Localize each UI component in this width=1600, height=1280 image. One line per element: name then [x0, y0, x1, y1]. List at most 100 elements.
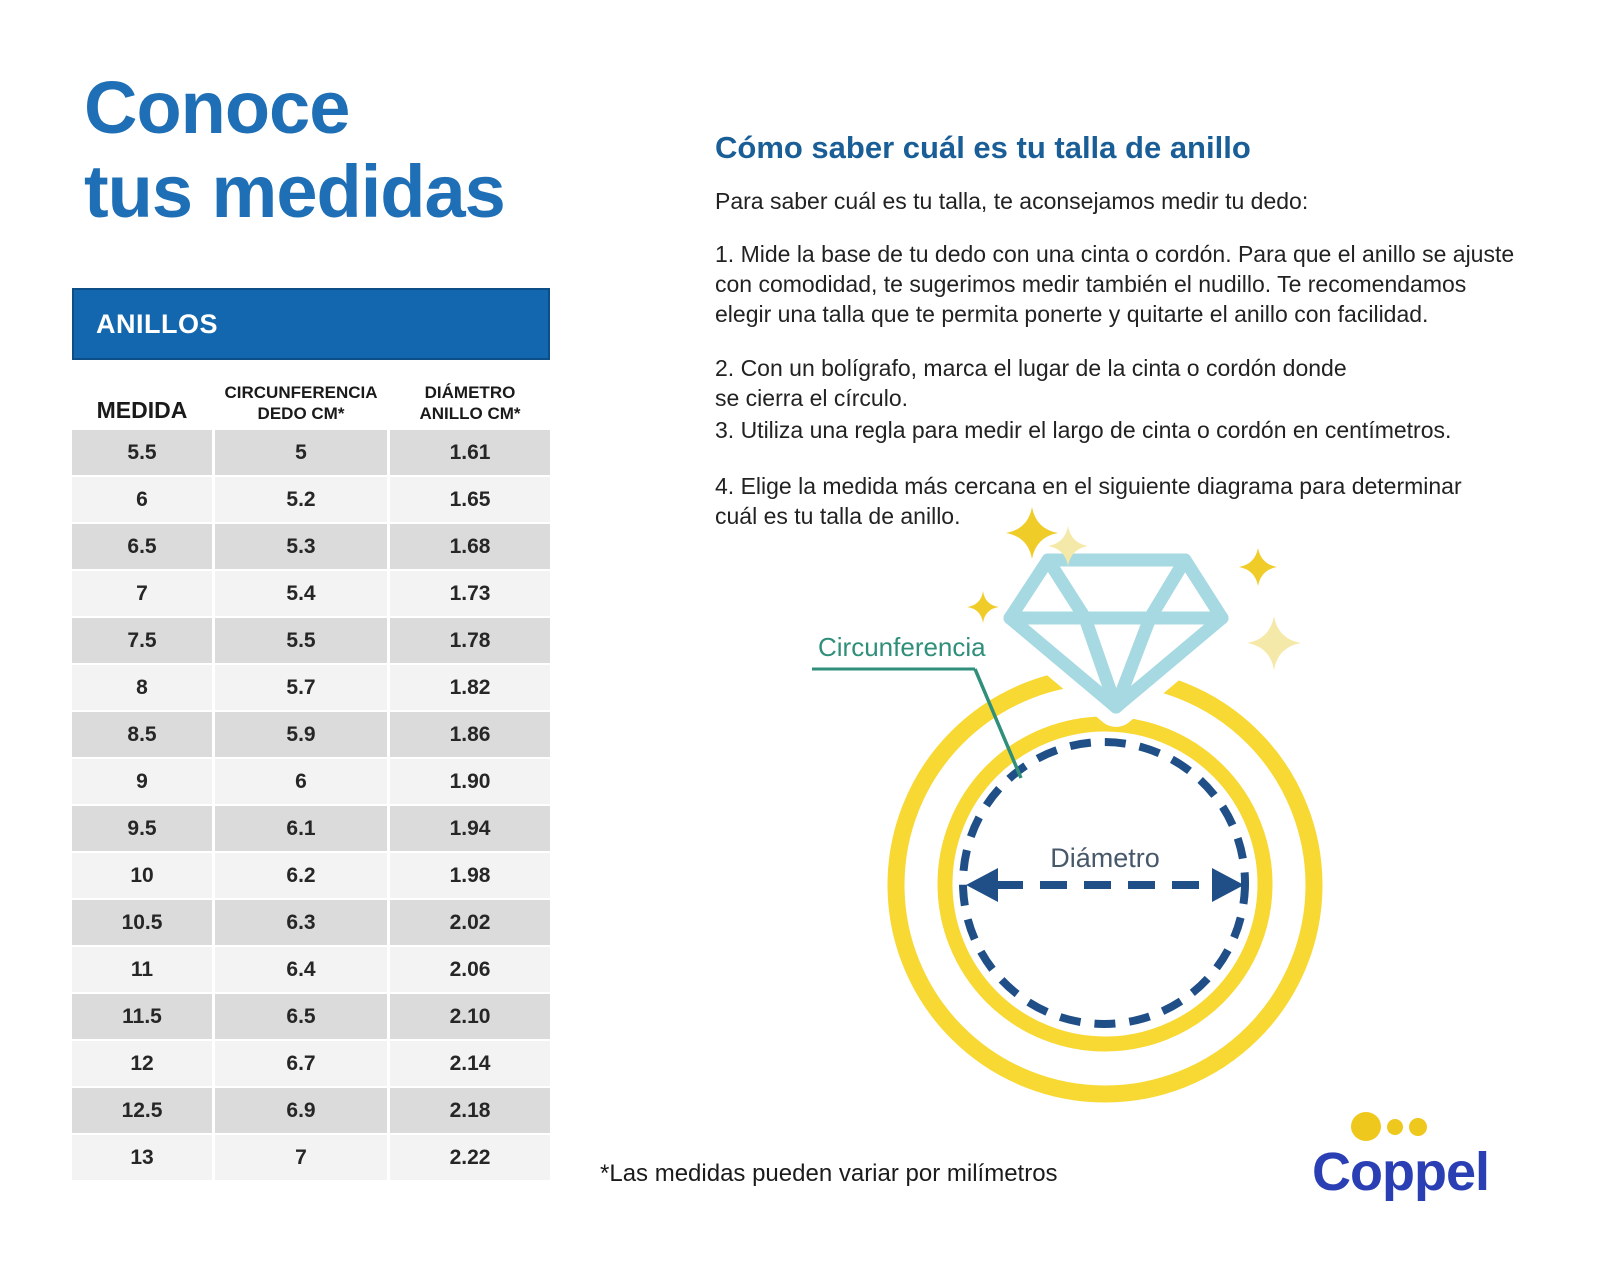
sparkle-icon	[967, 591, 999, 623]
table-cell: 6.5	[215, 994, 387, 1039]
table-cell: 6	[72, 477, 212, 522]
table-cell: 8.5	[72, 712, 212, 757]
table-cell: 11	[72, 947, 212, 992]
table-cell: 13	[72, 1135, 212, 1180]
table-cell: 6.2	[215, 853, 387, 898]
arrowhead-right	[1212, 868, 1244, 902]
table-cell: 6	[215, 759, 387, 804]
arrowhead-left	[966, 868, 998, 902]
step-1: 1. Mide la base de tu dedo con una cinta…	[715, 241, 1515, 327]
sparkle-icon	[1239, 548, 1277, 586]
table-cell: 1.90	[390, 759, 550, 804]
table-row: 11.5 6.5 2.10	[72, 994, 550, 1039]
diameter-label: Diámetro	[1050, 843, 1160, 873]
table-row: 9.5 6.1 1.94	[72, 806, 550, 851]
step-2: 2. Con un bolígrafo, marca el lugar de l…	[715, 355, 1347, 411]
table-row: 6 5.2 1.65	[72, 477, 550, 522]
table-body: 5.5 5 1.61 6 5.2 1.65 6.5 5.3 1.68 7 5.4 1.73 7.5 5.5…	[72, 430, 550, 1180]
sparkle-icon	[1006, 507, 1058, 559]
logo-dot-small-1	[1387, 1118, 1403, 1135]
table-cell: 1.65	[390, 477, 550, 522]
sparkle-icon	[1048, 526, 1088, 566]
step-4: 4. Elige la medida más cercana en el sig…	[715, 473, 1462, 529]
ring-size-table: ANILLOS MEDIDA CIRCUNFERENCIA DEDO CM* D…	[72, 288, 550, 1180]
diameter-callout: Diámetro	[966, 843, 1244, 902]
table-header-row: MEDIDA CIRCUNFERENCIA DEDO CM* DIÁMETRO …	[72, 362, 550, 428]
table-cell: 6.5	[72, 524, 212, 569]
table-cell: 5	[215, 430, 387, 475]
intro-text: Para saber cuál es tu talla, te aconseja…	[715, 188, 1309, 214]
coppel-logo: Coppel	[1312, 1100, 1532, 1203]
table-cell: 1.98	[390, 853, 550, 898]
table-cell: 5.2	[215, 477, 387, 522]
table-cell: 5.5	[72, 430, 212, 475]
table-cell: 6.9	[215, 1088, 387, 1133]
logo-dot-small-2	[1409, 1117, 1427, 1136]
table-cell: 2.02	[390, 900, 550, 945]
logo-dot-large	[1351, 1112, 1381, 1141]
ring-inner-circle	[937, 716, 1273, 1052]
table-cell: 6.3	[215, 900, 387, 945]
table-cell: 10.5	[72, 900, 212, 945]
diamond-icon	[990, 540, 1242, 727]
table-cell: 5.5	[215, 618, 387, 663]
table-band-anillos: ANILLOS	[72, 288, 550, 360]
table-row: 13 7 2.22	[72, 1135, 550, 1180]
table-cell: 1.82	[390, 665, 550, 710]
table-cell: 2.14	[390, 1041, 550, 1086]
table-row: 12.5 6.9 2.18	[72, 1088, 550, 1133]
table-cell: 9.5	[72, 806, 212, 851]
step-3: 3. Utiliza una regla para medir el largo…	[715, 417, 1452, 443]
table-cell: 9	[72, 759, 212, 804]
column-header-medida: MEDIDA	[96, 397, 188, 423]
table-row: 6.5 5.3 1.68	[72, 524, 550, 569]
table-row: 12 6.7 2.14	[72, 1041, 550, 1086]
table-cell: 7	[72, 571, 212, 616]
table-row: 9 6 1.90	[72, 759, 550, 804]
instructions-section: Cómo saber cuál es tu talla de anillo Pa…	[715, 130, 1525, 531]
footnote: *Las medidas pueden variar por milímetro…	[600, 1160, 1058, 1187]
table-cell: 2.18	[390, 1088, 550, 1133]
table-cell: 8	[72, 665, 212, 710]
table-cell: 12	[72, 1041, 212, 1086]
table-cell: 2.10	[390, 994, 550, 1039]
table-cell: 6.4	[215, 947, 387, 992]
table-cell: 2.22	[390, 1135, 550, 1180]
table-cell: 12.5	[72, 1088, 212, 1133]
table-cell: 1.61	[390, 430, 550, 475]
table-row: 8 5.7 1.82	[72, 665, 550, 710]
page-title: Conoce tus medidas	[84, 66, 506, 233]
logo-dots	[1351, 1112, 1532, 1141]
table-cell: 6.1	[215, 806, 387, 851]
table-cell: 11.5	[72, 994, 212, 1039]
table-cell: 1.68	[390, 524, 550, 569]
column-header-diametro: DIÁMETRO ANILLO CM*	[419, 383, 521, 423]
table-cell: 1.94	[390, 806, 550, 851]
table-row: 10 6.2 1.98	[72, 853, 550, 898]
table-cell: 1.73	[390, 571, 550, 616]
sparkle-icon	[1247, 616, 1301, 670]
table-row: 10.5 6.3 2.02	[72, 900, 550, 945]
table-cell: 6.7	[215, 1041, 387, 1086]
table-cell: 1.86	[390, 712, 550, 757]
column-header-circunferencia: CIRCUNFERENCIA DEDO CM*	[224, 383, 378, 423]
table-cell: 5.3	[215, 524, 387, 569]
table-row: 7 5.4 1.73	[72, 571, 550, 616]
circumference-label: Circunferencia	[818, 632, 986, 662]
table-row: 5.5 5 1.61	[72, 430, 550, 475]
table-row: 8.5 5.9 1.86	[72, 712, 550, 757]
sparkle-icons	[967, 507, 1301, 670]
table-cell: 5.7	[215, 665, 387, 710]
table-row: 7.5 5.5 1.78	[72, 618, 550, 663]
circumference-callout: Circunferencia	[812, 632, 1023, 779]
table-band-label: ANILLOS	[96, 308, 218, 339]
ring-diagram: Circunferencia Diámetro	[812, 507, 1323, 1103]
section-heading: Cómo saber cuál es tu talla de anillo	[715, 130, 1251, 165]
table-cell: 2.06	[390, 947, 550, 992]
circumference-dashed-circle	[959, 738, 1249, 1028]
table-cell: 1.78	[390, 618, 550, 663]
table-cell: 7	[215, 1135, 387, 1180]
table-cell: 10	[72, 853, 212, 898]
brand-name: Coppel	[1312, 1142, 1490, 1202]
